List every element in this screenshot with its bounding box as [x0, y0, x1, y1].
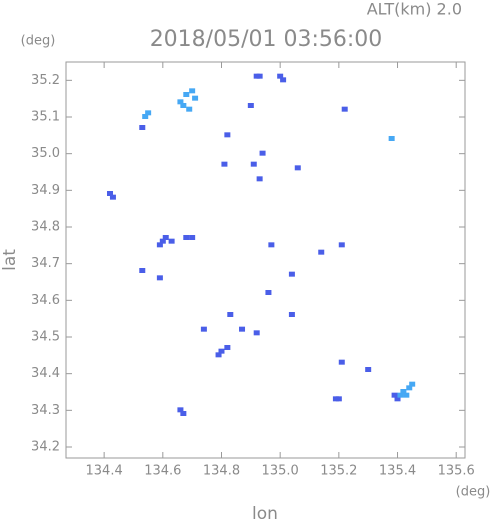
y-unit: (deg): [21, 34, 56, 49]
radar-echo: [256, 73, 263, 79]
radar-echo: [406, 385, 413, 391]
radar-echo: [409, 381, 416, 387]
radar-echo: [265, 290, 272, 295]
chart-title: 2018/05/01 03:56:00: [150, 27, 383, 52]
radar-echo: [200, 326, 207, 332]
x-tick-label: 135.2: [320, 464, 357, 479]
radar-echo: [388, 136, 395, 141]
radar-echo: [391, 392, 398, 398]
radar-echo: [227, 312, 234, 317]
y-tick-label: 34.6: [31, 293, 60, 308]
radar-echo: [397, 392, 404, 398]
radar-echo: [139, 125, 146, 130]
y-axis-label: lat: [0, 249, 20, 271]
radar-echo: [139, 268, 146, 273]
radar-echo: [145, 110, 152, 116]
radar-echo: [186, 106, 193, 112]
radar-echo: [156, 275, 163, 281]
radar-echo: [215, 352, 222, 358]
radar-echo: [338, 242, 345, 248]
radar-echo: [162, 235, 169, 240]
x-tick-label: 134.6: [144, 464, 181, 479]
x-axis-label: lon: [252, 504, 278, 521]
radar-echo: [224, 132, 231, 138]
radar-echo: [107, 191, 114, 196]
radar-echo: [221, 161, 228, 167]
radar-echo: [142, 114, 149, 119]
y-tick-label: 34.7: [31, 256, 60, 271]
x-tick-label: 134.8: [203, 464, 240, 479]
x-tick-label: 134.4: [86, 464, 123, 479]
x-tick-label: 135.6: [438, 464, 475, 479]
plot-frame: [65, 61, 466, 459]
subtitle: ALT(km) 2.0: [367, 0, 462, 19]
radar-echo: [250, 161, 257, 167]
radar-echo: [280, 77, 287, 83]
radar-echo: [403, 392, 410, 398]
radar-echo: [218, 348, 225, 354]
y-tick-label: 35.0: [31, 146, 60, 161]
radar-echo: [268, 242, 275, 248]
y-tick-label: 34.3: [31, 403, 60, 418]
radar-echo: [338, 359, 345, 365]
y-tick-label: 34.8: [31, 220, 60, 235]
radar-echo: [183, 235, 190, 240]
radar-echo: [180, 411, 187, 416]
radar-echo: [159, 238, 166, 244]
x-tick-label: 135.0: [262, 464, 299, 479]
radar-echo: [256, 176, 263, 182]
y-tick-label: 34.4: [31, 366, 60, 381]
y-tick-label: 34.5: [31, 330, 60, 345]
radar-echo: [288, 271, 295, 277]
radar-echo: [247, 103, 254, 108]
radar-echo: [239, 326, 246, 332]
radar-echo: [156, 242, 163, 248]
radar-echo: [177, 99, 184, 105]
radar-echo: [189, 235, 196, 240]
radar-echo: [277, 73, 284, 79]
y-tick-label: 34.9: [31, 183, 60, 198]
radar-echo: [318, 249, 325, 255]
radar-echo: [394, 396, 401, 402]
radar-echo: [189, 88, 196, 94]
radar-echo: [177, 407, 184, 413]
x-unit: (deg): [456, 485, 491, 500]
y-tick-label: 35.1: [31, 110, 60, 125]
radar-echo: [180, 103, 187, 108]
radar-echo: [341, 106, 348, 112]
radar-echo: [253, 330, 260, 336]
radar-echo: [192, 95, 199, 101]
radar-echo: [259, 150, 266, 156]
x-tick-label: 135.4: [379, 464, 416, 479]
radar-echo: [332, 396, 339, 402]
radar-echo: [183, 92, 190, 97]
y-tick-label: 34.2: [31, 440, 60, 455]
radar-echo: [168, 238, 175, 244]
radar-echo: [288, 312, 295, 317]
radar-echo: [400, 389, 407, 394]
radar-echo: [294, 165, 301, 171]
y-tick-label: 35.2: [31, 73, 60, 88]
radar-echo: [109, 194, 116, 200]
radar-echo: [224, 345, 231, 350]
radar-echo: [365, 367, 372, 372]
